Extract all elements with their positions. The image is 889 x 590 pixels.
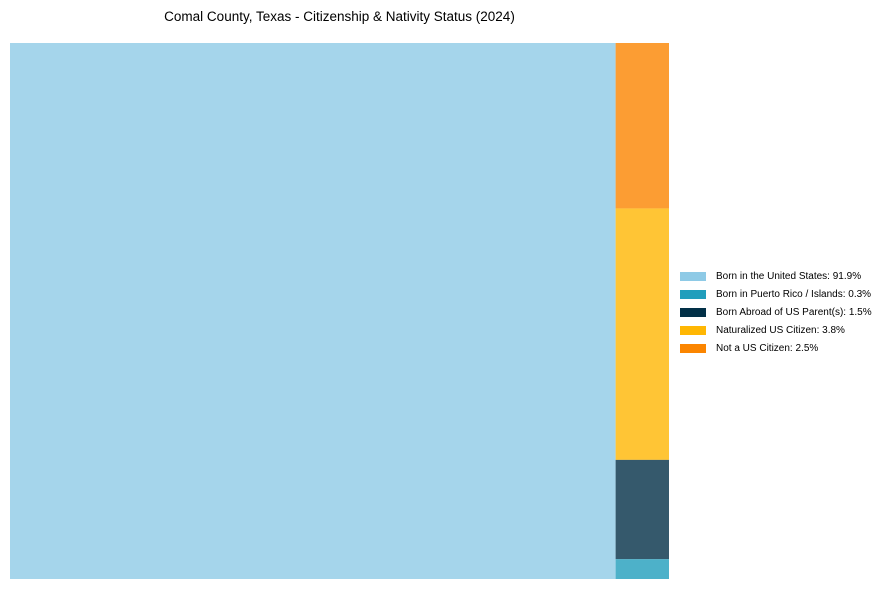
tile-naturalized-us-citizen — [615, 208, 669, 460]
legend-swatch — [680, 289, 706, 299]
tile-born-abroad-of-us-parent-s- — [615, 459, 669, 560]
legend-label: Born in the United States: 91.9% — [716, 270, 862, 282]
tile-born-in-puerto-rico-islands — [615, 559, 669, 579]
legend-swatch — [680, 343, 706, 353]
legend-swatch — [680, 271, 706, 281]
legend-item: Not a US Citizen: 2.5% — [680, 339, 872, 357]
legend-item: Naturalized US Citizen: 3.8% — [680, 321, 872, 339]
legend-label: Not a US Citizen: 2.5% — [716, 342, 819, 354]
legend-item: Born in the United States: 91.9% — [680, 267, 872, 285]
legend-label: Born in Puerto Rico / Islands: 0.3% — [716, 288, 872, 300]
legend-item: Born in Puerto Rico / Islands: 0.3% — [680, 285, 872, 303]
legend-swatch — [680, 307, 706, 317]
tile-born-in-the-united-states — [10, 43, 616, 579]
legend-label: Naturalized US Citizen: 3.8% — [716, 324, 845, 336]
chart-title: Comal County, Texas - Citizenship & Nati… — [164, 9, 515, 24]
legend: Born in the United States: 91.9% Born in … — [680, 267, 872, 357]
legend-label: Born Abroad of US Parent(s): 1.5% — [716, 306, 872, 318]
legend-swatch — [680, 325, 706, 335]
tile-not-a-us-citizen — [615, 43, 669, 209]
legend-item: Born Abroad of US Parent(s): 1.5% — [680, 303, 872, 321]
